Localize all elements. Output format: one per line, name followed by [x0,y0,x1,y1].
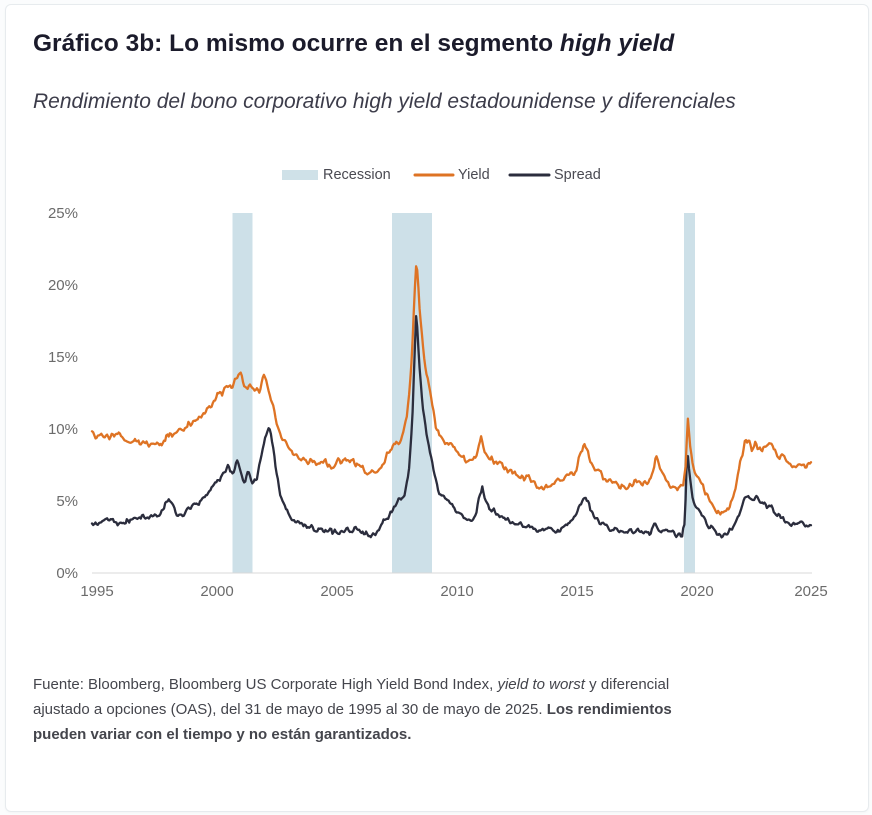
svg-text:2020: 2020 [680,583,713,600]
svg-text:Recession: Recession [323,168,391,183]
svg-text:2025: 2025 [794,583,827,600]
svg-text:2000: 2000 [200,583,233,600]
svg-text:1995: 1995 [80,583,113,600]
svg-text:Yield: Yield [458,168,490,183]
svg-text:5%: 5% [56,493,78,510]
svg-text:10%: 10% [48,421,78,438]
svg-text:Spread: Spread [554,168,601,183]
svg-text:2015: 2015 [560,583,593,600]
svg-text:15%: 15% [48,349,78,366]
svg-text:0%: 0% [56,565,78,582]
svg-text:25%: 25% [48,208,78,222]
svg-text:2010: 2010 [440,583,473,600]
svg-text:2005: 2005 [320,583,353,600]
svg-text:20%: 20% [48,277,78,294]
